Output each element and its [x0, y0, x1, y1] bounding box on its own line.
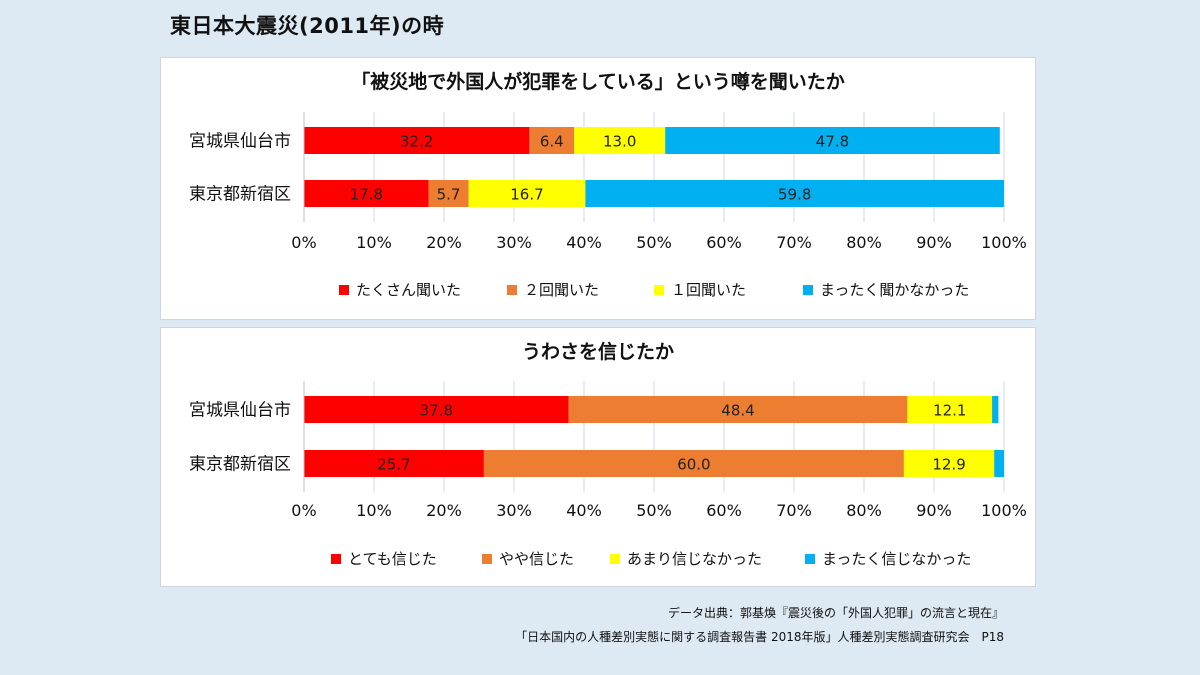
data-label: 48.4	[721, 402, 754, 420]
x-tick-label: 70%	[776, 233, 812, 252]
bar-segment	[304, 450, 484, 477]
chart-title: うわさを信じたか	[521, 341, 674, 363]
legend-swatch	[482, 554, 492, 564]
x-tick-label: 50%	[636, 501, 672, 520]
x-tick-label: 20%	[426, 233, 462, 252]
data-label: 16.7	[510, 186, 543, 204]
x-tick-label: 70%	[776, 501, 812, 520]
legend-label: １回聞いた	[671, 281, 746, 299]
data-label: 12.1	[933, 402, 966, 420]
x-tick-label: 0%	[291, 501, 316, 520]
legend-label: まったく聞かなかった	[820, 281, 969, 299]
source-citation: データ出典：郭基煥『震災後の「外国人犯罪」の流言と現在』	[667, 606, 1004, 620]
legend-swatch	[610, 554, 620, 564]
data-label: 37.8	[420, 402, 453, 420]
chart-rumor-heard: 0% 10% 20% 30% 40% 50% 60% 70% 80% 90% 100% 宮城県仙台市 3…	[189, 112, 1027, 299]
bar-segment	[468, 180, 586, 207]
x-tick-label: 10%	[356, 233, 392, 252]
data-label: 59.8	[778, 186, 811, 204]
x-tick-label: 20%	[426, 501, 462, 520]
data-label: 13.0	[603, 133, 636, 151]
chart-panel-rumor-believed: うわさを信じたか 0% 10% 20% 30% 40% 50% 60% 70% 80% 90% 10…	[160, 327, 1036, 587]
x-tick-label: 60%	[706, 233, 742, 252]
legend-label: あまり信じなかった	[627, 550, 762, 568]
data-label: 5.7	[437, 186, 461, 204]
data-label: 12.9	[932, 456, 965, 474]
x-tick-label: 80%	[846, 233, 882, 252]
legend-swatch	[805, 554, 815, 564]
data-label: 6.4	[540, 133, 564, 151]
bar-segment	[304, 396, 569, 423]
category-label: 東京都新宿区	[189, 455, 291, 475]
legend-swatch	[507, 285, 517, 295]
bar-segment	[585, 180, 1004, 207]
bar-segment	[574, 127, 666, 154]
bar-segment	[907, 396, 993, 423]
data-label: 25.7	[377, 456, 410, 474]
legend-swatch	[803, 285, 813, 295]
legend-label: まったく信じなかった	[822, 550, 971, 568]
chart-title: 「被災地で外国人が犯罪をしている」という噂を聞いたか	[351, 71, 845, 93]
x-tick-label: 10%	[356, 501, 392, 520]
x-tick-label: 40%	[566, 501, 602, 520]
x-tick-label: 60%	[706, 501, 742, 520]
x-tick-label: 80%	[846, 501, 882, 520]
category-label: 東京都新宿区	[189, 185, 291, 205]
legend-swatch	[339, 285, 349, 295]
x-tick-label: 30%	[496, 233, 532, 252]
x-tick-label: 100%	[981, 501, 1027, 520]
x-tick-label: 30%	[496, 501, 532, 520]
bar-segment	[483, 450, 904, 477]
bar-segment	[992, 396, 999, 423]
x-tick-label: 50%	[636, 233, 672, 252]
data-label: 47.8	[816, 133, 849, 151]
data-label: 17.8	[350, 186, 383, 204]
chart-panel-rumor-heard: 「被災地で外国人が犯罪をしている」という噂を聞いたか 0% 10% 20% 30% 40…	[160, 57, 1036, 320]
bar-segment	[304, 180, 429, 207]
x-tick-label: 100%	[981, 233, 1027, 252]
page-title: 東日本大震災(2011年)の時	[170, 14, 445, 38]
data-label: 32.2	[400, 133, 433, 151]
legend-label: たくさん聞いた	[356, 281, 461, 299]
source-report: 「日本国内の人種差別実態に関する調査報告書 2018年版」人種差別実態調査研究会…	[515, 630, 1004, 644]
bar-segment	[665, 127, 1000, 154]
bar-segment	[304, 127, 530, 154]
data-label: 60.0	[677, 456, 710, 474]
legend-swatch	[331, 554, 341, 564]
x-tick-label: 40%	[566, 233, 602, 252]
legend-label: とても信じた	[348, 550, 437, 568]
bar-segment	[529, 127, 575, 154]
bar-segment	[994, 450, 1004, 477]
legend-label: やや信じた	[499, 550, 574, 568]
x-tick-label: 0%	[291, 233, 316, 252]
legend-swatch	[654, 285, 664, 295]
chart-rumor-believed: 0% 10% 20% 30% 40% 50% 60% 70% 80% 90% 100% 宮城県仙台市 3…	[189, 381, 1027, 568]
legend-label: ２回聞いた	[524, 281, 599, 299]
x-tick-label: 90%	[916, 501, 952, 520]
bar-segment	[428, 180, 469, 207]
x-tick-label: 90%	[916, 233, 952, 252]
category-label: 宮城県仙台市	[189, 132, 291, 152]
category-label: 宮城県仙台市	[189, 401, 291, 421]
bar-segment	[903, 450, 995, 477]
bar-segment	[568, 396, 908, 423]
